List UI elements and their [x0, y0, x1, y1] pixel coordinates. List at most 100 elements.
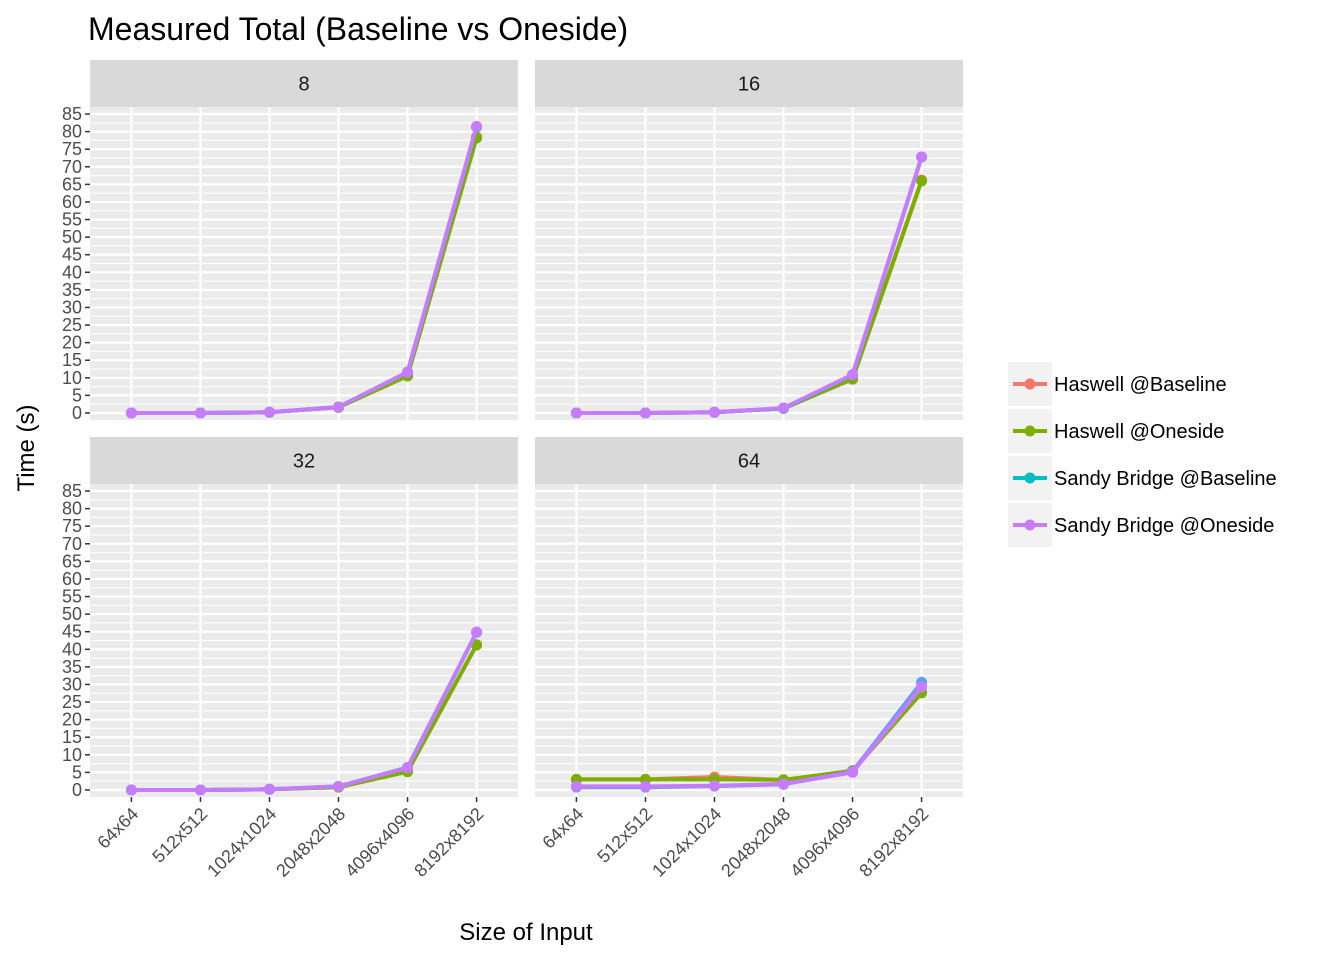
facet-panels: 8051015202530354045505560657075808516320… — [62, 60, 963, 881]
y-tick-label: 55 — [62, 210, 82, 230]
y-tick-label: 35 — [62, 280, 82, 300]
y-tick-label: 70 — [62, 157, 82, 177]
legend: Haswell @Baseline Haswell @Oneside Sandy B… — [1008, 362, 1277, 547]
x-tick-label: 1024x1024 — [648, 804, 725, 881]
y-tick-label: 15 — [62, 727, 82, 747]
data-point — [639, 407, 651, 419]
data-point — [916, 681, 928, 693]
x-tick-label: 1024x1024 — [203, 804, 280, 881]
y-tick-label: 5 — [72, 762, 82, 782]
chart-title: Measured Total (Baseline vs Oneside) — [88, 11, 628, 47]
facet-strip — [90, 60, 518, 107]
data-point — [402, 762, 414, 774]
data-point — [778, 778, 790, 790]
facet-panel-64: 64 64x64 512x5121024x10242048x20484096x409… — [535, 437, 963, 881]
x-tick-label: 64x64 — [93, 804, 142, 853]
legend-label: Haswell @Oneside — [1054, 421, 1224, 443]
facet-strip — [535, 437, 963, 484]
data-point — [194, 784, 206, 796]
y-tick-label: 40 — [62, 639, 82, 659]
y-tick-label: 10 — [62, 368, 82, 388]
data-point — [778, 402, 790, 414]
data-point — [916, 175, 928, 187]
data-point — [471, 626, 483, 638]
y-tick-label: 10 — [62, 745, 82, 765]
y-tick-label: 0 — [72, 403, 82, 423]
facet-strip — [90, 437, 518, 484]
legend-point — [1024, 425, 1036, 437]
legend-point — [1024, 519, 1036, 531]
facet-strip-label: 16 — [738, 74, 760, 96]
y-tick-label: 55 — [62, 587, 82, 607]
y-tick-label: 20 — [62, 333, 82, 353]
y-tick-label: 30 — [62, 297, 82, 317]
legend-label: Sandy Bridge @Oneside — [1054, 515, 1274, 537]
y-tick-label: 75 — [62, 139, 82, 159]
x-tick-label: 512x512 — [148, 804, 211, 867]
facet-panel-16: 16 — [535, 60, 963, 420]
y-tick-label: 85 — [62, 104, 82, 124]
data-point — [570, 407, 582, 419]
data-point — [194, 407, 206, 419]
data-point — [333, 401, 345, 413]
y-tick-label: 50 — [62, 604, 82, 624]
y-tick-label: 60 — [62, 192, 82, 212]
data-point — [847, 369, 859, 381]
data-point — [847, 766, 859, 778]
y-tick-label: 0 — [72, 780, 82, 800]
data-point — [708, 406, 720, 418]
y-tick-label: 65 — [62, 174, 82, 194]
legend-item: Sandy Bridge @Oneside — [1008, 503, 1274, 547]
data-point — [402, 366, 414, 378]
x-tick-label: 512x512 — [593, 804, 656, 867]
facet-strip-label: 64 — [738, 451, 760, 473]
x-tick-label: 4096x4096 — [786, 804, 863, 881]
legend-label: Haswell @Baseline — [1054, 374, 1227, 396]
y-tick-label: 70 — [62, 534, 82, 554]
data-point — [333, 780, 345, 792]
y-tick-label: 25 — [62, 315, 82, 335]
legend-point — [1024, 472, 1036, 484]
legend-item: Haswell @Baseline — [1008, 362, 1227, 406]
data-point — [570, 780, 582, 792]
legend-item: Haswell @Oneside — [1008, 409, 1224, 453]
y-tick-label: 5 — [72, 385, 82, 405]
data-point — [263, 406, 275, 418]
series-line — [574, 684, 924, 789]
data-point — [471, 120, 483, 132]
y-tick-label: 80 — [62, 122, 82, 142]
data-point — [125, 407, 137, 419]
y-axis-title: Time (s) — [13, 404, 40, 491]
y-tick-label: 80 — [62, 499, 82, 519]
legend-item: Sandy Bridge @Baseline — [1008, 456, 1277, 500]
data-point — [708, 780, 720, 792]
legend-point — [1024, 378, 1036, 390]
x-tick-label: 2048x2048 — [717, 804, 794, 881]
x-tick-label: 4096x4096 — [341, 804, 418, 881]
series-line — [129, 124, 479, 415]
y-tick-label: 40 — [62, 262, 82, 282]
legend-label: Sandy Bridge @Baseline — [1054, 468, 1277, 490]
x-tick-label: 64x64 — [538, 804, 587, 853]
data-point — [916, 151, 928, 163]
y-tick-label: 25 — [62, 692, 82, 712]
data-point — [639, 780, 651, 792]
y-tick-label: 30 — [62, 674, 82, 694]
series-line — [129, 630, 479, 792]
y-tick-label: 15 — [62, 350, 82, 370]
y-tick-label: 50 — [62, 227, 82, 247]
facet-strip — [535, 60, 963, 107]
x-axis-title: Size of Input — [459, 919, 593, 946]
x-tick-label: 8192x8192 — [855, 804, 932, 881]
y-tick-label: 45 — [62, 245, 82, 265]
data-point — [125, 784, 137, 796]
x-tick-label: 8192x8192 — [410, 804, 487, 881]
y-tick-label: 60 — [62, 569, 82, 589]
y-tick-label: 85 — [62, 481, 82, 501]
x-tick-label: 2048x2048 — [272, 804, 349, 881]
facet-strip-label: 8 — [298, 74, 309, 96]
y-tick-label: 35 — [62, 657, 82, 677]
data-point — [263, 783, 275, 795]
